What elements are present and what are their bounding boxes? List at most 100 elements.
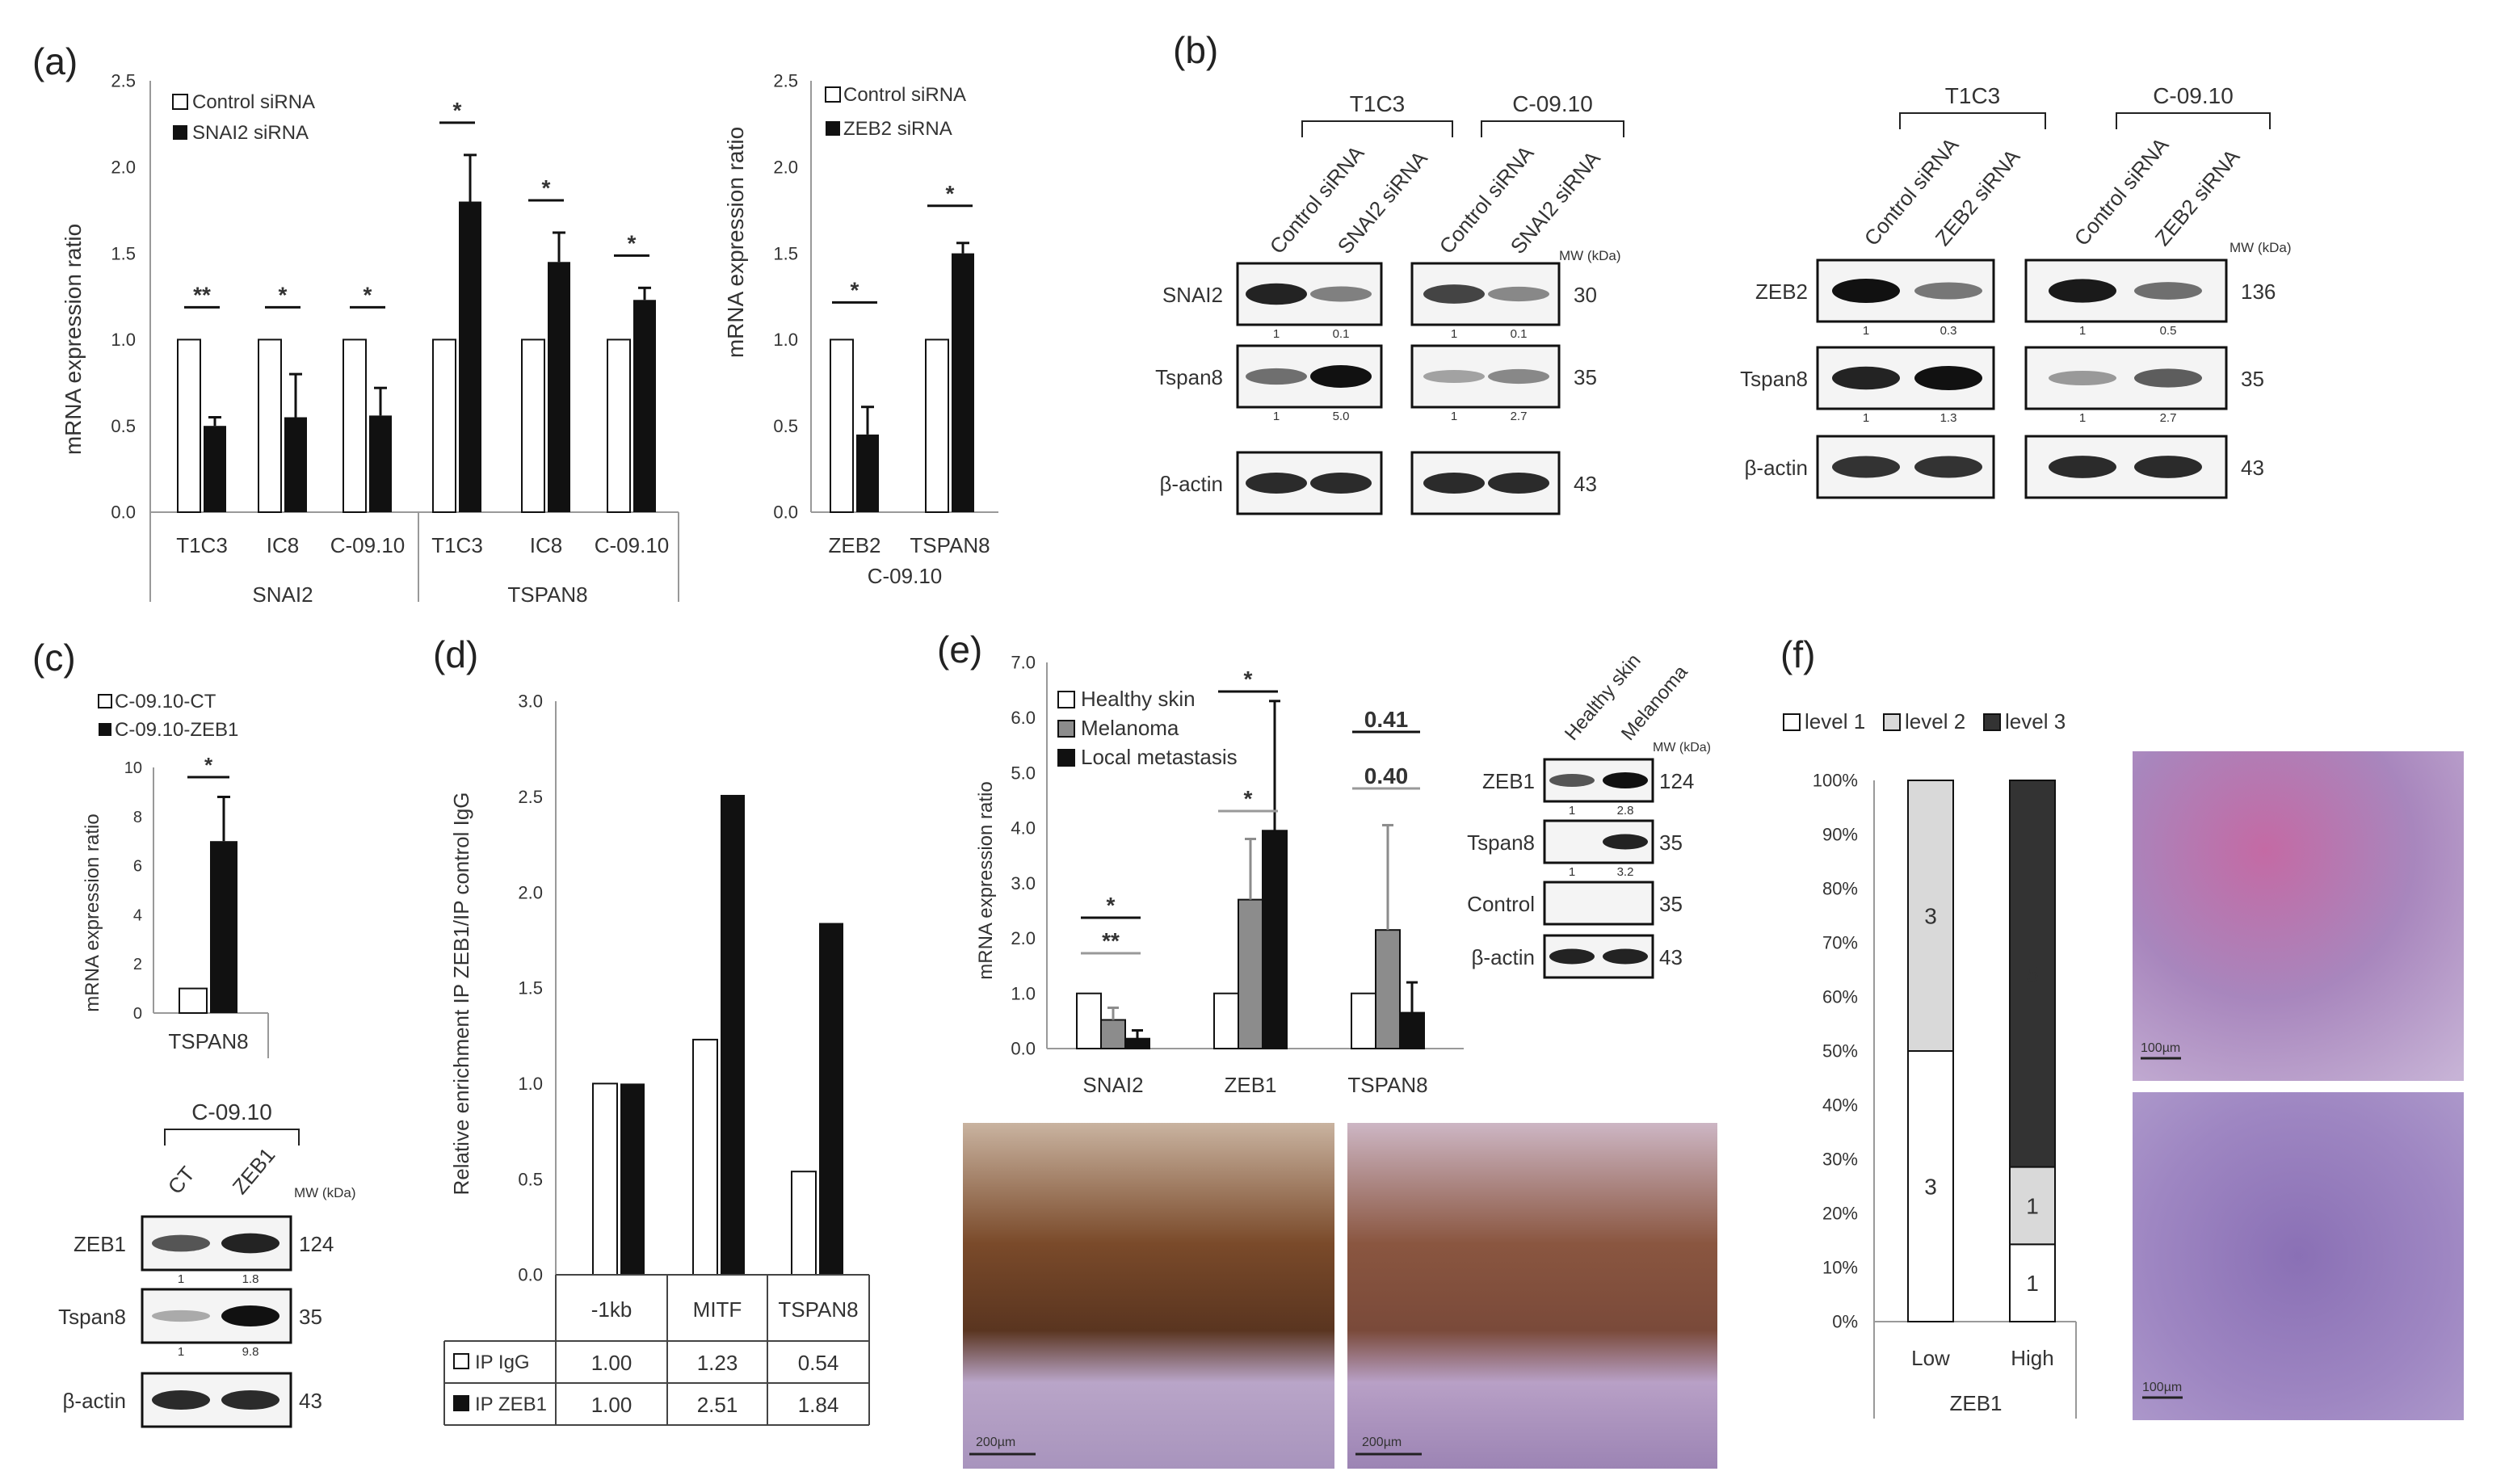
blot-row-label: β-actin <box>62 1389 126 1413</box>
a-left-legend-snai2: SNAI2 siRNA <box>192 122 309 144</box>
a-left-sig: * <box>628 230 637 255</box>
d-bar-igg <box>592 1083 618 1276</box>
f-bar-level-2 <box>2009 1166 2056 1246</box>
blot-quant: 1 <box>178 1272 184 1286</box>
d-table-rowname: IP ZEB1 <box>475 1394 547 1415</box>
a-left-sig: * <box>542 175 551 200</box>
panel-label-b: (b) <box>1173 29 1218 71</box>
blot-row-label: Tspan8 <box>1467 830 1535 855</box>
a-left-bar-snai2 <box>369 415 392 512</box>
blot-band <box>152 1310 210 1322</box>
blot-band <box>1603 834 1648 850</box>
a-left-bar-snai2 <box>204 426 226 512</box>
f-bar-label: 5 <box>2026 961 2039 986</box>
f-ytick: 30% <box>1822 1150 1858 1170</box>
panel-label-f: (f) <box>1780 633 1815 675</box>
blot-row-label: Control <box>1467 892 1535 916</box>
a-left-ytick: 1.0 <box>111 330 136 350</box>
f-xtick: Low <box>1911 1346 1950 1370</box>
blot-cell-line: T1C3 <box>1350 91 1405 116</box>
e-legend-item: Local metastasis <box>1081 745 1238 769</box>
a-left-bar-snai2 <box>633 300 656 512</box>
a-left-bar-control <box>521 338 545 513</box>
a-right-ytick: 2.5 <box>773 71 798 91</box>
d-table-cell: 1.84 <box>798 1393 839 1417</box>
blot-band <box>1488 286 1549 302</box>
blot-band <box>1310 473 1372 494</box>
f-legend-item: level 2 <box>1905 709 1965 734</box>
d-table-cell: 2.51 <box>697 1393 738 1417</box>
blot-row-label: Tspan8 <box>58 1305 126 1329</box>
a-left-bar-control <box>258 338 282 513</box>
d-xtick: TSPAN8 <box>778 1297 858 1322</box>
a-left-sig: ** <box>193 282 211 307</box>
a-left-sig: * <box>453 98 462 123</box>
blot-band <box>152 1234 210 1252</box>
blot-mw: 43 <box>2241 456 2264 480</box>
blot-band <box>1310 365 1372 388</box>
a-left-xtick: T1C3 <box>176 533 228 557</box>
c-ytick: 4 <box>133 906 142 924</box>
c-xcat: TSPAN8 <box>168 1029 248 1053</box>
e-ytick: 6.0 <box>1011 708 1036 728</box>
d-bar-zeb1 <box>819 923 843 1275</box>
blot-row-label: β-actin <box>1744 456 1808 480</box>
blot-frame <box>1410 344 1561 409</box>
a-left-sig: * <box>364 282 372 307</box>
d-bar-igg <box>692 1038 718 1276</box>
a-left-legend-swatch-control <box>172 94 188 110</box>
blot-band <box>1603 948 1648 965</box>
f-bar-label: 3 <box>1924 904 1937 929</box>
blot-quant: 2.7 <box>1511 410 1528 423</box>
blot-row-label: β-actin <box>1471 945 1535 969</box>
a-right-bar-zeb2 <box>952 253 974 512</box>
d-ytick: 0.5 <box>518 1169 543 1189</box>
blot-mw: 43 <box>1659 945 1683 969</box>
f-ytick: 70% <box>1822 933 1858 953</box>
blot-quant: 1 <box>1451 410 1457 423</box>
blot-quant: 1.8 <box>242 1272 259 1286</box>
a-left-xtick: IC8 <box>267 533 299 557</box>
blot-band <box>1914 282 1982 300</box>
blot-quant: 0.3 <box>1940 324 1957 338</box>
blot-band <box>1832 279 1900 303</box>
chart-a-left: mRNA expression ratio 0.0 0.5 1.0 1.5 2.0 2.5… <box>61 71 679 607</box>
blot-band <box>221 1389 279 1410</box>
blot-band <box>1832 366 1900 390</box>
blot-band <box>1603 772 1648 788</box>
a-left-ytick: 1.5 <box>111 243 136 263</box>
f-bar-level-2 <box>1907 780 1954 1052</box>
e-scalebar-2-label: 200µm <box>1362 1436 1402 1449</box>
blot-band <box>1423 284 1485 304</box>
blot-lane-label: ZEB1 <box>228 1143 280 1199</box>
f-ytick: 0% <box>1832 1312 1858 1332</box>
f-scalebar-1-label: 100µm <box>2141 1041 2180 1055</box>
d-xtick: MITF <box>693 1297 742 1322</box>
blot-mw: 35 <box>299 1305 322 1329</box>
d-ytick: 3.0 <box>518 692 543 712</box>
blot-band <box>1914 366 1982 390</box>
blot-band <box>221 1233 279 1254</box>
d-bar-zeb1 <box>620 1083 645 1275</box>
c-ytick: 0 <box>133 1005 142 1023</box>
blot-band <box>1914 456 1982 478</box>
a-left-bar-control <box>343 338 367 513</box>
e-xtick: SNAI2 <box>1082 1073 1143 1097</box>
f-legend-swatch <box>1983 713 2001 731</box>
d-table-cell: 1.00 <box>591 1393 633 1417</box>
blot-mw: 43 <box>299 1389 322 1413</box>
e-legend-swatch <box>1057 691 1075 708</box>
blot-frame <box>1543 881 1654 926</box>
e-bar-melanoma <box>1375 929 1401 1049</box>
blot-band <box>1246 283 1307 305</box>
f-bar-level-3 <box>2009 780 2056 1168</box>
f-image-2 <box>2133 1092 2464 1420</box>
e-scalebar-1-label: 200µm <box>976 1436 1015 1449</box>
e-sig-gray: 0.40 <box>1364 763 1409 788</box>
a-right-bar-zeb2 <box>856 434 879 512</box>
f-image-1 <box>2133 751 2464 1081</box>
blot-band <box>1246 473 1307 494</box>
blot-quant: 1 <box>1451 327 1457 341</box>
a-right-ylabel: mRNA expression ratio <box>723 127 748 358</box>
